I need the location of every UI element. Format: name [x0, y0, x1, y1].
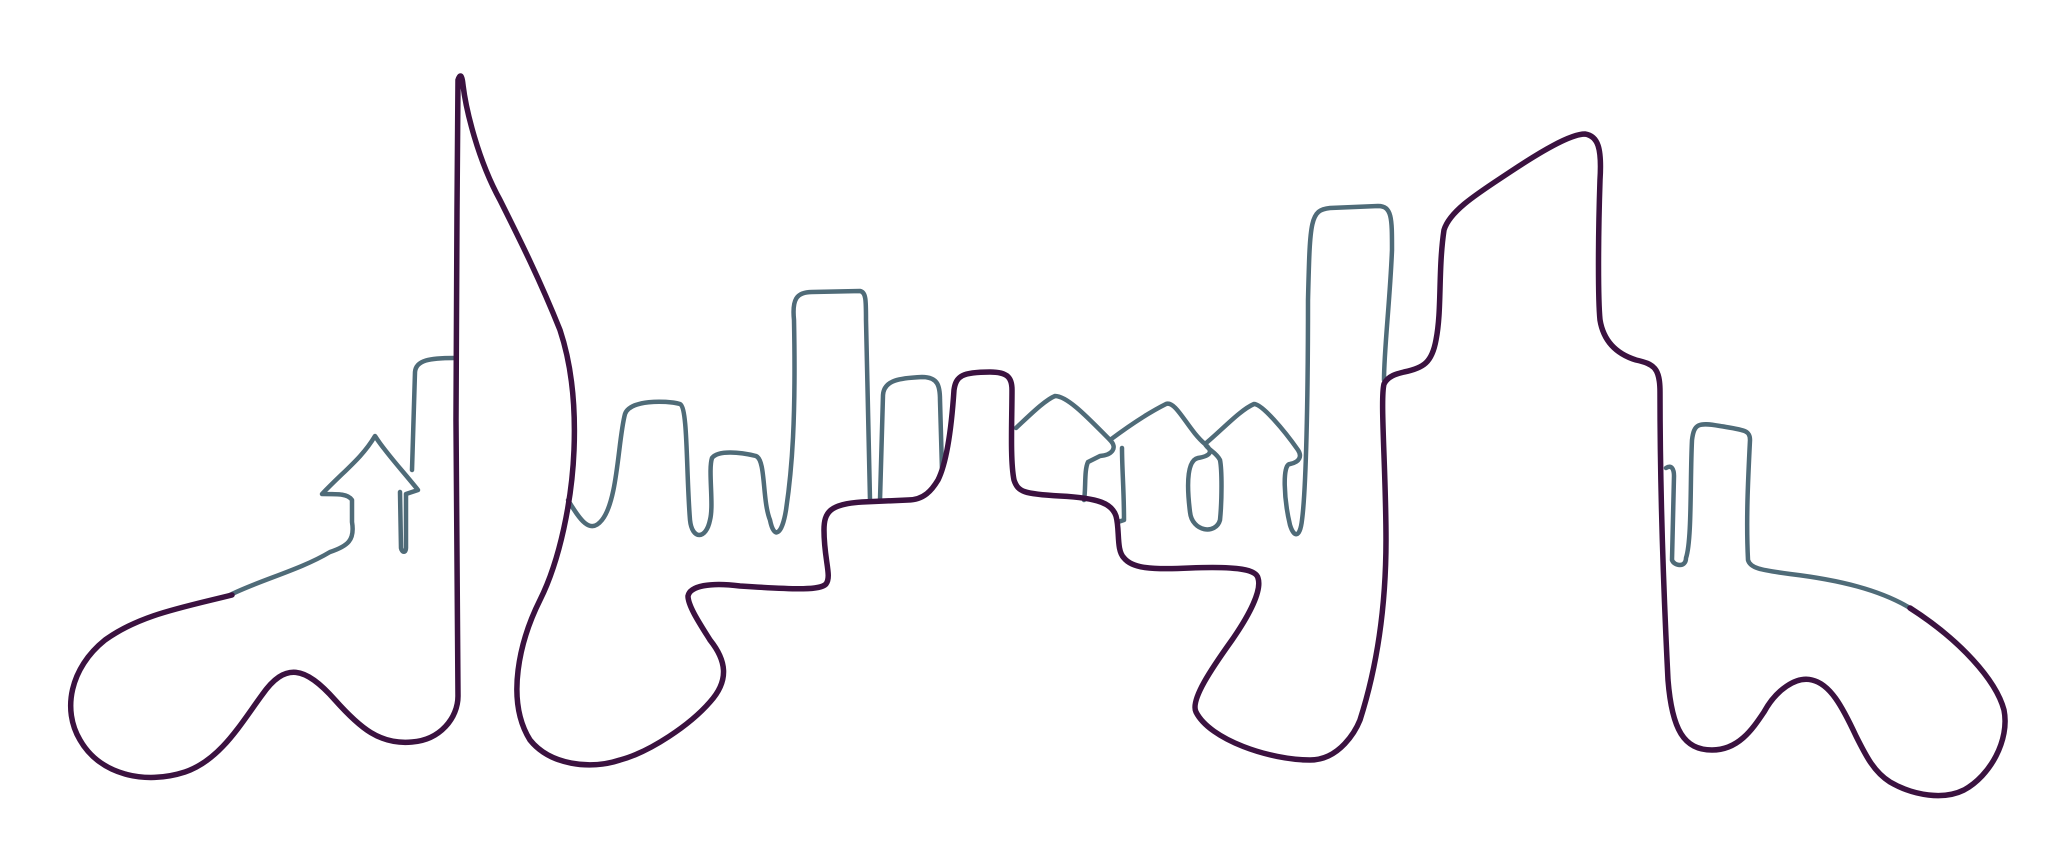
foreground-buildings [67, 73, 2008, 799]
left-loop-outline [67, 73, 2008, 799]
mid-peaked-houses [1013, 203, 1395, 537]
mid-house-side-line [1115, 445, 1127, 525]
background-buildings [227, 203, 1913, 611]
mid-short-building-outline [877, 374, 945, 503]
left-house-outline [227, 433, 421, 598]
left-thin-tower-outline [409, 355, 457, 473]
mid-left-building-tops [565, 288, 873, 538]
right-tower-outline [1663, 422, 1913, 611]
